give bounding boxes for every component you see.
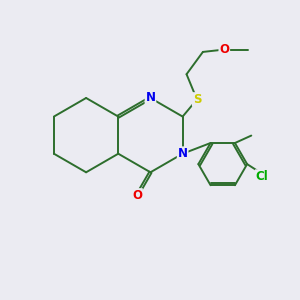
Text: S: S bbox=[193, 93, 201, 106]
Text: O: O bbox=[132, 189, 142, 202]
Text: O: O bbox=[219, 43, 229, 56]
Text: N: N bbox=[146, 92, 155, 104]
Text: Cl: Cl bbox=[256, 170, 268, 183]
Text: N: N bbox=[178, 147, 188, 160]
